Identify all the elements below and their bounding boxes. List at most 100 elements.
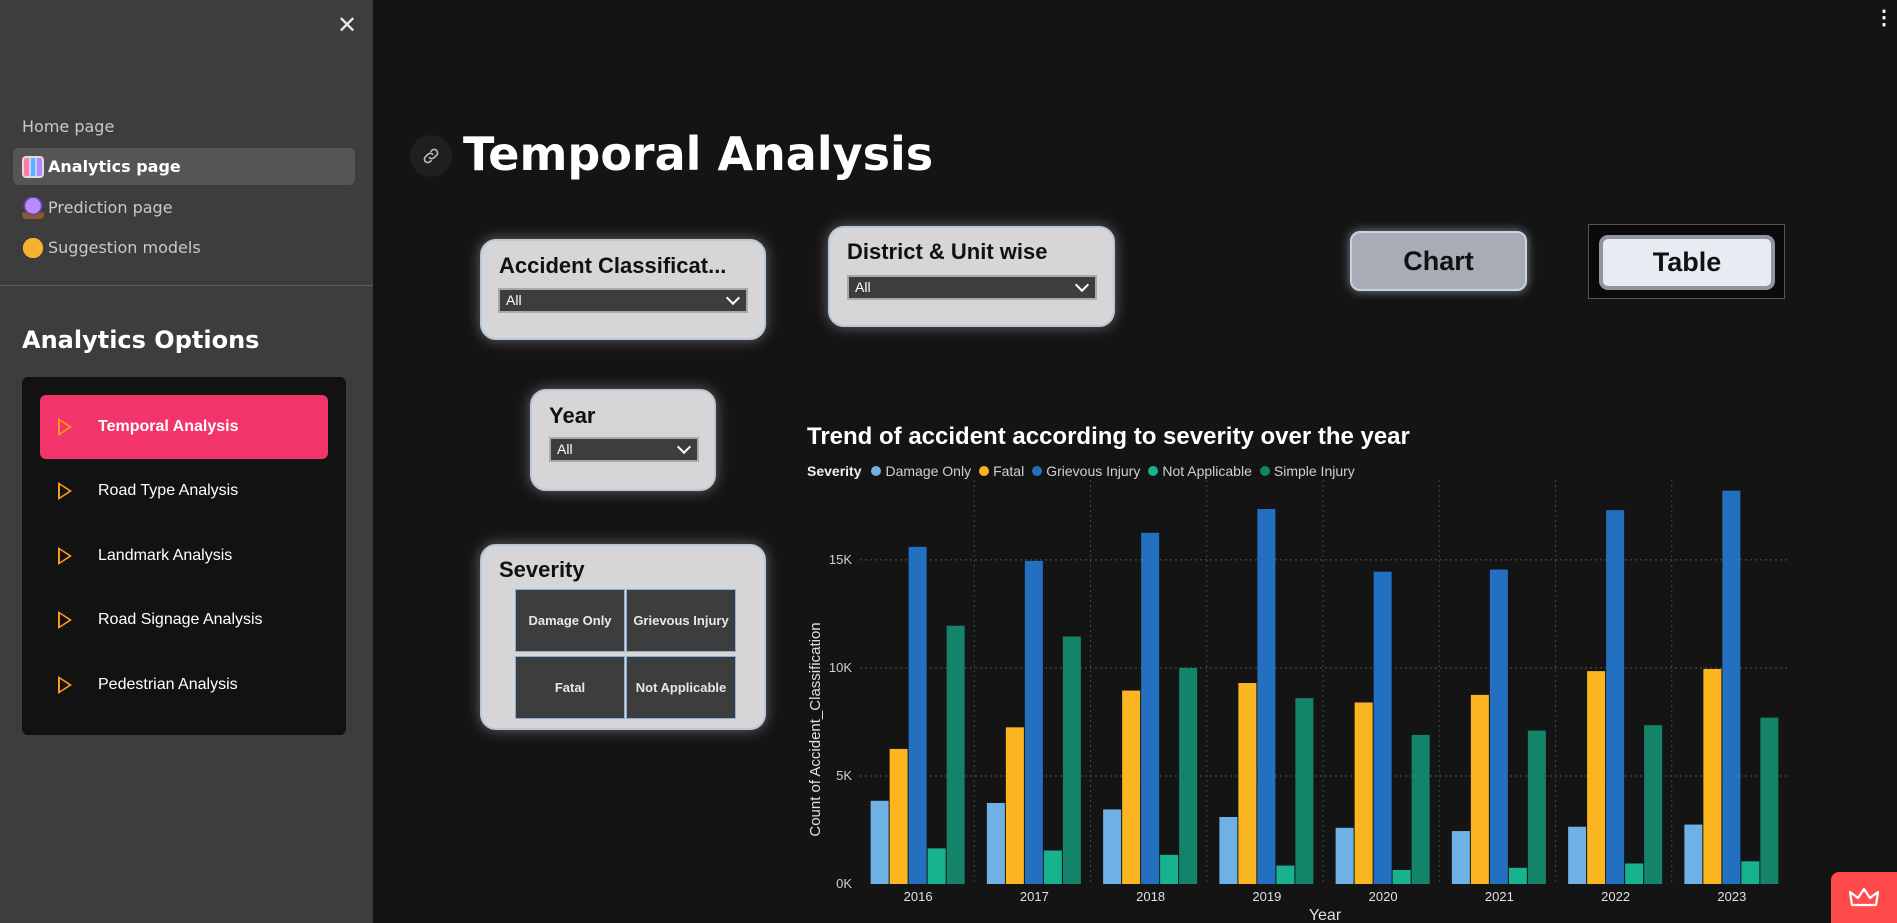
nav-label: Suggestion models — [48, 238, 201, 257]
bar — [1354, 702, 1373, 884]
accident-classification-filter: Accident Classificat... All — [480, 239, 766, 340]
x-tick-label: 2017 — [1020, 889, 1049, 904]
bar — [1527, 730, 1546, 884]
bar — [1741, 861, 1760, 884]
filter-label: Severity — [499, 557, 585, 582]
bar — [1179, 667, 1198, 884]
bar — [1257, 509, 1276, 884]
legend-label: Simple Injury — [1273, 463, 1355, 479]
x-tick-label: 2023 — [1717, 889, 1746, 904]
option-temporal-analysis[interactable]: Temporal Analysis — [40, 395, 328, 459]
y-tick-label: 15K — [829, 552, 852, 567]
bar — [1335, 827, 1354, 884]
x-tick-label: 2016 — [904, 889, 933, 904]
streamlit-badge[interactable] — [1831, 872, 1897, 923]
table-button[interactable]: Table — [1599, 235, 1775, 290]
play-icon — [58, 418, 72, 436]
chart-button[interactable]: Chart — [1350, 231, 1527, 291]
option-road-type-analysis[interactable]: Road Type Analysis — [40, 459, 328, 523]
nav-prediction-page[interactable]: Prediction page — [13, 189, 355, 226]
bar — [1489, 569, 1508, 884]
legend-item[interactable]: Fatal — [979, 463, 1024, 479]
crystal-ball-icon — [22, 196, 44, 219]
nav-label: Home page — [22, 117, 115, 136]
bar — [1722, 490, 1741, 884]
legend-item[interactable]: Grievous Injury — [1032, 463, 1140, 479]
bar — [1103, 809, 1122, 884]
play-icon — [58, 547, 72, 565]
option-road-signage-analysis[interactable]: Road Signage Analysis — [40, 588, 328, 652]
legend-label: Not Applicable — [1162, 463, 1252, 479]
link-icon[interactable] — [410, 135, 452, 177]
option-label: Temporal Analysis — [98, 418, 239, 435]
filter-label: Accident Classificat... — [499, 253, 727, 278]
bar — [1122, 690, 1141, 884]
main-menu-icon[interactable]: ⋮ — [1874, 7, 1894, 29]
filter-label: Year — [549, 403, 596, 428]
nav-analytics-page[interactable]: Analytics page — [13, 148, 355, 185]
play-icon — [58, 611, 72, 629]
sidebar-divider — [0, 285, 373, 286]
x-axis-label: Year — [1309, 907, 1342, 923]
accident-classification-select[interactable]: All — [498, 288, 748, 313]
bar — [1703, 668, 1722, 884]
bar — [908, 546, 927, 884]
year-filter: Year All — [530, 389, 716, 491]
severity-damage-only-button[interactable]: Damage Only — [515, 589, 625, 652]
bar — [1373, 571, 1392, 884]
filter-label: District & Unit wise — [847, 239, 1048, 264]
legend-dot-icon — [1259, 466, 1270, 476]
bar — [1411, 734, 1430, 884]
x-tick-label: 2022 — [1601, 889, 1630, 904]
legend-dot-icon — [871, 466, 882, 476]
legend-item[interactable]: Damage Only — [871, 463, 971, 479]
bar — [1587, 671, 1606, 884]
district-unit-filter: District & Unit wise All — [828, 226, 1115, 327]
option-landmark-analysis[interactable]: Landmark Analysis — [40, 524, 328, 588]
bar — [870, 800, 889, 884]
nav-suggestion-models[interactable]: Suggestion models — [13, 229, 355, 266]
nav-home-page[interactable]: Home page — [13, 108, 355, 145]
legend-dot-icon — [1032, 466, 1043, 476]
legend-dot-icon — [1148, 466, 1159, 476]
bar — [927, 848, 946, 884]
severity-not-applicable-button[interactable]: Not Applicable — [626, 656, 736, 719]
option-label: Road Type Analysis — [98, 482, 239, 499]
bar — [1062, 636, 1081, 884]
crown-icon — [1849, 887, 1879, 906]
select-value: All — [557, 441, 573, 457]
severity-grievous-injury-button[interactable]: Grievous Injury — [626, 589, 736, 652]
option-pedestrian-analysis[interactable]: Pedestrian Analysis — [40, 653, 328, 717]
legend-item[interactable]: Not Applicable — [1148, 463, 1252, 479]
bar — [889, 748, 908, 884]
bar — [1005, 727, 1024, 884]
bar — [1644, 725, 1663, 884]
x-tick-label: 2021 — [1485, 889, 1514, 904]
chevron-down-icon — [725, 290, 741, 306]
select-value: All — [855, 279, 871, 295]
bar — [1684, 824, 1703, 884]
y-tick-label: 5K — [836, 768, 852, 783]
year-select[interactable]: All — [549, 437, 699, 462]
bar-chart: 0K 5K 10K 15K 2016 2017 2018 2019 2020 2021 2022 20… — [807, 480, 1790, 923]
nav-label: Prediction page — [48, 198, 173, 217]
severity-fatal-button[interactable]: Fatal — [515, 656, 625, 719]
chart-title: Trend of accident according to severity … — [807, 423, 1410, 450]
legend-item[interactable]: Simple Injury — [1259, 463, 1355, 479]
bar — [1024, 560, 1043, 884]
bar — [1392, 869, 1411, 884]
x-tick-label: 2018 — [1136, 889, 1165, 904]
legend-title: Severity — [807, 463, 862, 479]
bar — [1625, 863, 1644, 884]
analytics-options-menu: Temporal Analysis Road Type Analysis Lan… — [22, 377, 346, 735]
bar — [986, 802, 1005, 884]
y-tick-label: 10K — [829, 660, 852, 675]
district-unit-select[interactable]: All — [847, 275, 1097, 300]
chart-legend: Severity Damage Only Fatal Grievous Injury… — [807, 463, 1363, 479]
close-sidebar-button[interactable]: ✕ — [336, 11, 358, 39]
bar — [946, 625, 965, 884]
y-axis-label: Count of Accident_Classification — [807, 622, 824, 836]
option-label: Road Signage Analysis — [98, 611, 263, 628]
bar — [1238, 683, 1257, 884]
option-label: Landmark Analysis — [98, 547, 233, 564]
